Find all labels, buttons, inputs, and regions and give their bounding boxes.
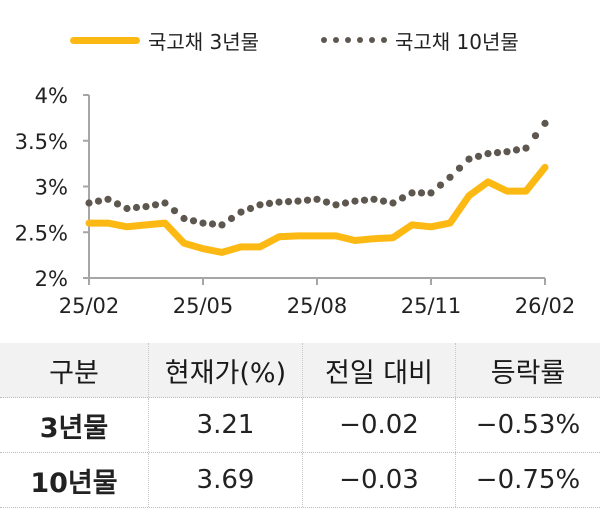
header-category: 구분 (49, 357, 99, 389)
row-label: 3년물 (39, 412, 109, 444)
chart-legend: 국고채 3년물 국고채 10년물 (0, 22, 600, 58)
x-axis-labels: 25/02 25/05 25/08 25/11 26/02 (59, 294, 576, 318)
legend-item-10y: 국고채 10년물 (321, 22, 519, 58)
daily-change: −0.03 (302, 453, 455, 507)
change-rate: −0.75% (455, 453, 600, 507)
legend-label-10y: 국고채 10년물 (395, 29, 519, 54)
series-10y-dots (85, 119, 549, 229)
legend-item-3y: 국고채 3년물 (70, 22, 259, 58)
svg-text:26/02: 26/02 (515, 294, 576, 318)
svg-text:25/05: 25/05 (173, 294, 234, 318)
y-axis-labels: 4% 3.5% 3% 2.5% 2% (15, 84, 68, 291)
legend-dotted-line-icon (321, 36, 387, 44)
svg-text:2.5%: 2.5% (15, 221, 68, 245)
series-3y-line (85, 163, 549, 256)
chart-axes (83, 94, 546, 285)
svg-text:2%: 2% (35, 267, 68, 291)
daily-change: −0.02 (302, 398, 455, 452)
svg-text:25/02: 25/02 (59, 294, 120, 318)
yield-table: 구분 현재가(%) 전일 대비 등락률 3년물 3.21 −0.02 −0.53… (0, 343, 600, 508)
legend-label-3y: 국고채 3년물 (148, 29, 260, 54)
header-change: 전일 대비 (302, 343, 455, 397)
line-chart: 4% 3.5% 3% 2.5% 2% 25/02 25/05 25/08 25/11 26/02 (15, 84, 576, 318)
current-value: 3.21 (148, 398, 302, 452)
row-label: 10년물 (30, 467, 118, 499)
table-header-row: 구분 현재가(%) 전일 대비 등락률 (0, 343, 600, 398)
table-row: 10년물 3.69 −0.03 −0.75% (0, 453, 600, 508)
header-rate: 등락률 (455, 343, 600, 397)
svg-text:25/11: 25/11 (401, 294, 462, 318)
svg-text:4%: 4% (35, 84, 68, 108)
change-rate: −0.53% (455, 398, 600, 452)
svg-text:3%: 3% (35, 176, 68, 200)
current-value: 3.69 (148, 453, 302, 507)
svg-text:25/08: 25/08 (287, 294, 348, 318)
table-row: 3년물 3.21 −0.02 −0.53% (0, 398, 600, 453)
svg-text:3.5%: 3.5% (15, 130, 68, 154)
legend-solid-line-icon (70, 36, 140, 44)
header-current: 현재가(%) (148, 343, 302, 397)
